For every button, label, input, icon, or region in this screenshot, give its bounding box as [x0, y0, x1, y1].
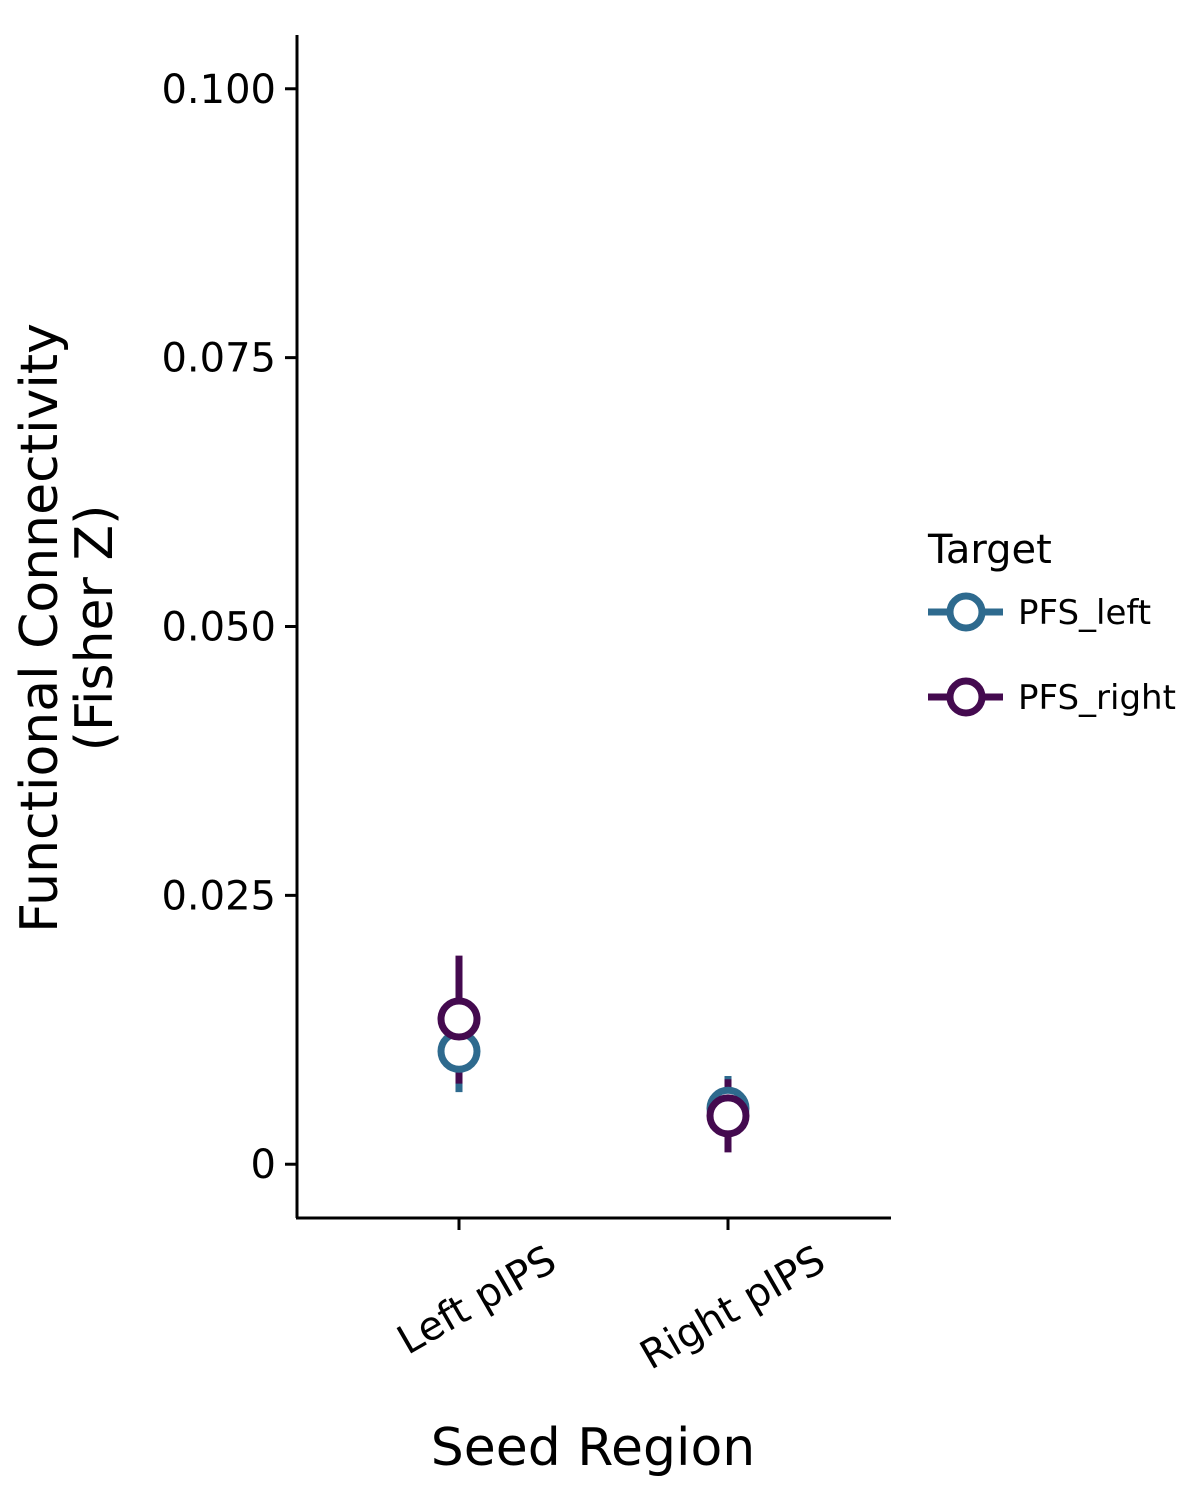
x-tick-label: Left pIPS	[390, 1237, 564, 1364]
y-axis-title-line-2: (Fisher Z)	[65, 505, 125, 752]
legend-key-point	[946, 592, 986, 632]
y-ticks: 0 0.025 0.050 0.075 0.100	[161, 67, 297, 1188]
errorbars-layer	[455, 955, 732, 1153]
y-tick-label: 0.100	[161, 67, 276, 113]
data-point	[437, 997, 481, 1041]
y-tick-label: 0	[251, 1142, 276, 1188]
legend: Target PFS_left PFS_right	[927, 527, 1176, 718]
points-layer	[437, 997, 750, 1138]
legend-title: Target	[927, 527, 1052, 573]
x-tick-label: Right pIPS	[633, 1237, 833, 1379]
legend-label: PFS_right	[1018, 678, 1176, 718]
x-axis-title: Seed Region	[431, 1418, 756, 1478]
x-ticks: Left pIPS Right pIPS	[390, 1218, 833, 1379]
data-point	[706, 1094, 750, 1138]
y-axis-title-line-1: Functional Connectivity	[10, 323, 70, 933]
y-tick-label: 0.050	[161, 605, 276, 651]
legend-label: PFS_left	[1018, 593, 1151, 633]
y-tick-label: 0.025	[161, 873, 276, 919]
legend-key-point	[946, 677, 986, 717]
y-tick-label: 0.075	[161, 336, 276, 382]
